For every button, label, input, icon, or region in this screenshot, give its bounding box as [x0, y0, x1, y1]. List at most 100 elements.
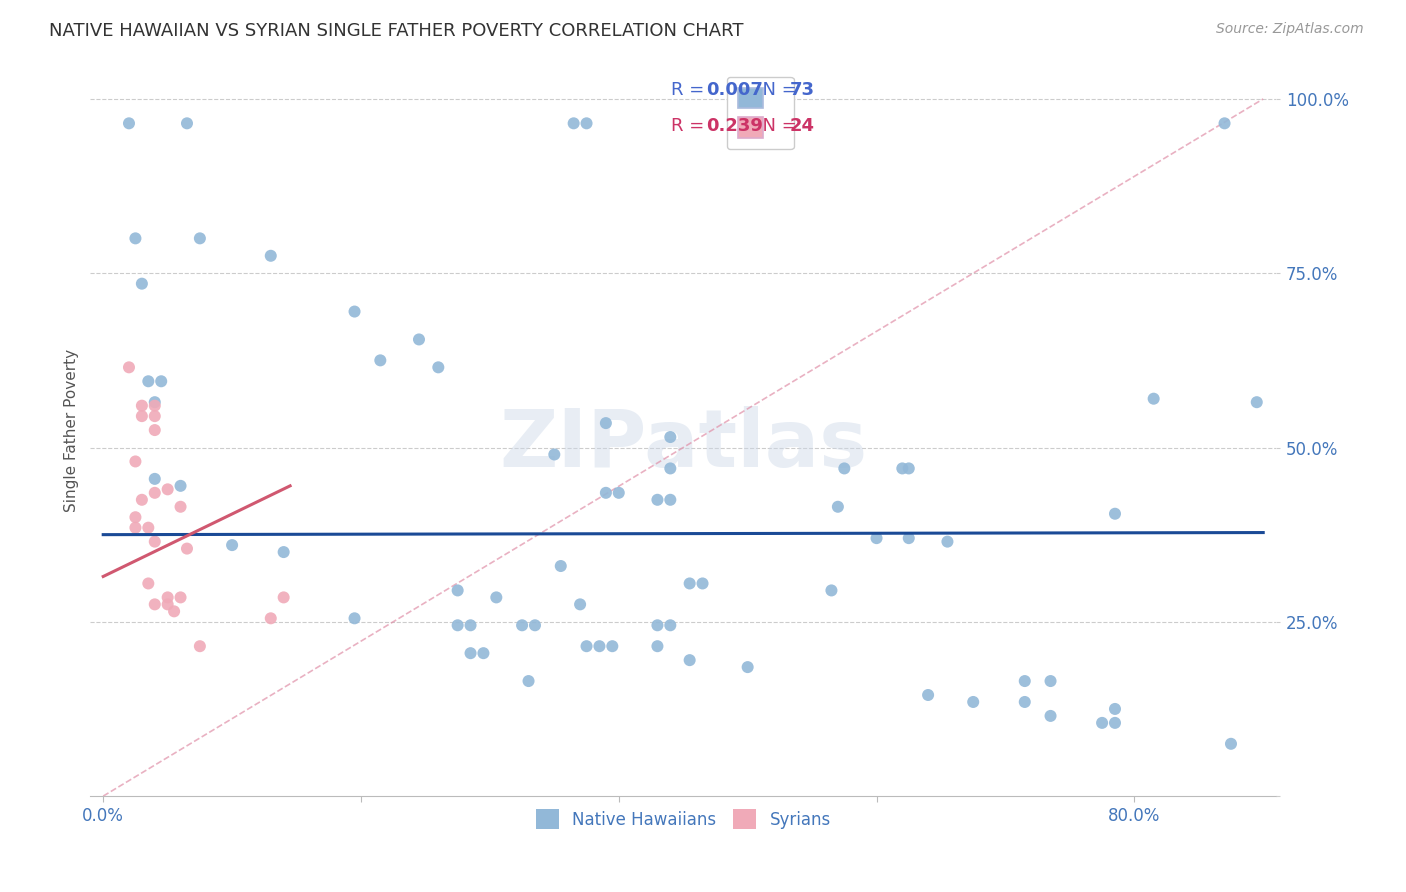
Point: [737, 660, 759, 674]
Point: [575, 116, 598, 130]
Point: [156, 598, 179, 612]
Point: [124, 231, 146, 245]
Point: [124, 454, 146, 468]
Point: [575, 639, 598, 653]
Point: [368, 353, 391, 368]
Point: [1091, 715, 1114, 730]
Point: [1104, 702, 1126, 716]
Point: [143, 598, 166, 612]
Point: [169, 591, 191, 605]
Point: [118, 116, 141, 130]
Point: [136, 521, 159, 535]
Point: [550, 559, 572, 574]
Point: [917, 688, 939, 702]
Point: [562, 116, 585, 130]
Text: NATIVE HAWAIIAN VS SYRIAN SINGLE FATHER POVERTY CORRELATION CHART: NATIVE HAWAIIAN VS SYRIAN SINGLE FATHER …: [49, 22, 744, 40]
Point: [169, 479, 191, 493]
Point: [827, 500, 849, 514]
Point: [679, 576, 702, 591]
Point: [1039, 709, 1062, 723]
Point: [273, 545, 295, 559]
Point: [820, 583, 842, 598]
Point: [176, 541, 198, 556]
Text: 73: 73: [790, 80, 815, 99]
Point: [595, 416, 617, 430]
Text: Source: ZipAtlas.com: Source: ZipAtlas.com: [1216, 22, 1364, 37]
Point: [647, 618, 669, 632]
Point: [131, 277, 153, 291]
Point: [602, 639, 624, 653]
Text: R =: R =: [671, 80, 710, 99]
Point: [260, 611, 283, 625]
Point: [1014, 695, 1036, 709]
Point: [647, 639, 669, 653]
Point: [659, 492, 682, 507]
Point: [260, 249, 283, 263]
Point: [143, 423, 166, 437]
Point: [595, 485, 617, 500]
Point: [408, 333, 430, 347]
Point: [460, 646, 482, 660]
Point: [1143, 392, 1166, 406]
Point: [659, 430, 682, 444]
Text: 0.239: 0.239: [706, 117, 762, 136]
Point: [1246, 395, 1268, 409]
Point: [485, 591, 508, 605]
Point: [659, 618, 682, 632]
Point: [143, 409, 166, 424]
Point: [891, 461, 914, 475]
Text: 24: 24: [790, 117, 815, 136]
Point: [343, 611, 366, 625]
Point: [517, 674, 540, 689]
Point: [343, 304, 366, 318]
Point: [188, 231, 211, 245]
Point: [1220, 737, 1243, 751]
Point: [607, 485, 630, 500]
Point: [176, 116, 198, 130]
Point: [834, 461, 856, 475]
Point: [131, 409, 153, 424]
Text: ZIPatlas: ZIPatlas: [499, 406, 868, 483]
Point: [472, 646, 495, 660]
Point: [588, 639, 610, 653]
Point: [156, 591, 179, 605]
Point: [1014, 674, 1036, 689]
Point: [124, 521, 146, 535]
Point: [427, 360, 450, 375]
Point: [136, 374, 159, 388]
Point: [136, 576, 159, 591]
Point: [131, 492, 153, 507]
Text: N =: N =: [751, 80, 803, 99]
Point: [131, 399, 153, 413]
Point: [273, 591, 295, 605]
Text: 0.007: 0.007: [706, 80, 762, 99]
Point: [1104, 507, 1126, 521]
Point: [156, 483, 179, 497]
Point: [865, 531, 887, 545]
Point: [221, 538, 243, 552]
Point: [692, 576, 714, 591]
Point: [962, 695, 984, 709]
Point: [543, 448, 565, 462]
Point: [118, 360, 141, 375]
Point: [1104, 715, 1126, 730]
Point: [163, 604, 186, 618]
Point: [150, 374, 173, 388]
Point: [524, 618, 547, 632]
Point: [897, 461, 920, 475]
Point: [143, 534, 166, 549]
Point: [143, 399, 166, 413]
Point: [188, 639, 211, 653]
Point: [510, 618, 533, 632]
Legend: Native Hawaiians, Syrians: Native Hawaiians, Syrians: [529, 803, 838, 835]
Point: [897, 531, 920, 545]
Point: [143, 472, 166, 486]
Point: [143, 485, 166, 500]
Text: N =: N =: [751, 117, 803, 136]
Point: [1213, 116, 1236, 130]
Point: [1039, 674, 1062, 689]
Y-axis label: Single Father Poverty: Single Father Poverty: [65, 349, 79, 512]
Point: [169, 500, 191, 514]
Point: [659, 461, 682, 475]
Point: [569, 598, 592, 612]
